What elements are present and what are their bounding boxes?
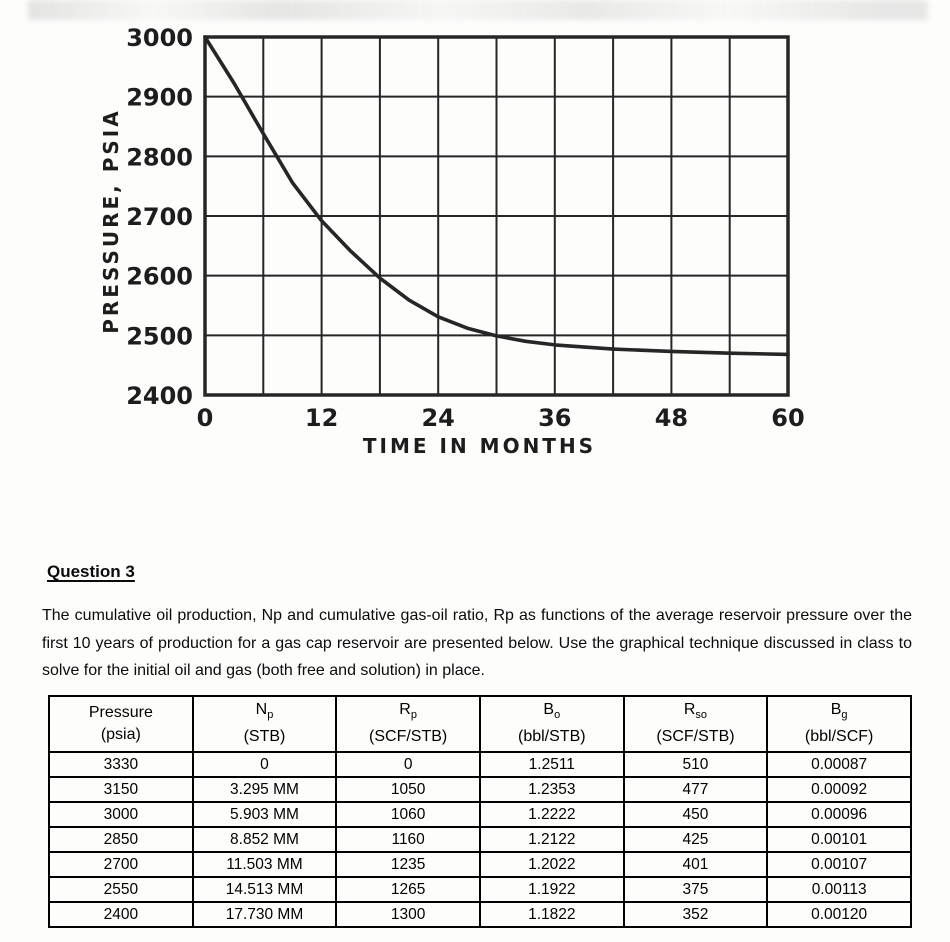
x-tick-label: 48 <box>655 404 688 432</box>
table-row: 2550 14.513 MM 1265 1.1922 375 0.00113 <box>48 876 912 904</box>
y-tick-label: 3000 <box>126 24 193 52</box>
table-cell: 450 <box>622 801 769 829</box>
table-cell: 14.513 MM <box>191 876 338 904</box>
table-cell: 1.2353 <box>478 776 625 804</box>
pressure-chart-svg: 2400 2500 2600 2700 2800 2900 3000 0 12 24 36 48 60 T… <box>99 24 805 458</box>
x-tick-label: 24 <box>421 404 454 432</box>
table-row: 3000 5.903 MM 1060 1.2222 450 0.00096 <box>48 801 912 829</box>
scan-artifact <box>28 0 928 20</box>
table-cell: 5.903 MM <box>191 801 338 829</box>
y-tick-label: 2500 <box>126 322 193 350</box>
table-row: 3330 0 0 1.2511 510 0.00087 <box>48 751 912 779</box>
table-cell: 1.2022 <box>478 851 625 879</box>
column-header-pressure: Pressure (psia) <box>48 694 194 754</box>
table-cell: 11.503 MM <box>191 851 338 879</box>
table-cell: 3.295 MM <box>191 776 338 804</box>
table-cell: 3330 <box>48 751 194 779</box>
y-tick-label: 2400 <box>126 382 193 410</box>
table-cell: 401 <box>622 851 769 879</box>
y-tick-label: 2900 <box>126 84 193 112</box>
column-header-np: Np (STB) <box>191 694 338 754</box>
y-axis-title: PRESSURE, PSIA <box>99 108 123 333</box>
x-tick-label: 12 <box>305 404 338 432</box>
table-cell: 1300 <box>335 901 481 929</box>
x-axis-title: TIME IN MONTHS <box>363 434 596 458</box>
y-axis-tick-labels: 2400 2500 2600 2700 2800 2900 3000 <box>126 24 193 410</box>
table-cell: 375 <box>622 876 769 904</box>
chart-grid <box>204 36 789 396</box>
table-cell: 1.2222 <box>478 801 625 829</box>
table-cell: 3150 <box>48 776 194 804</box>
table-cell: 477 <box>622 776 769 804</box>
column-header-bg: Bg (bbl/SCF) <box>766 694 912 754</box>
table-cell: 0.00107 <box>766 851 912 879</box>
table-cell: 2850 <box>48 826 194 854</box>
table-cell: 1060 <box>335 801 481 829</box>
table-cell: 0.00096 <box>766 801 912 829</box>
x-tick-label: 60 <box>771 404 804 432</box>
table-cell: 2700 <box>48 851 194 879</box>
table-cell: 8.852 MM <box>191 826 338 854</box>
table-cell: 1050 <box>335 776 481 804</box>
table-cell: 1.2511 <box>478 751 625 779</box>
table-body: 3330 0 0 1.2511 510 0.00087 3150 3.295 MM 1050 1.… <box>48 751 912 929</box>
table-cell: 1160 <box>335 826 481 854</box>
table-cell: 352 <box>622 901 769 929</box>
table-cell: 0 <box>191 751 338 779</box>
table-cell: 1.1922 <box>478 876 625 904</box>
reservoir-data-table: Pressure (psia) Np (STB) Rp (SCF/STB) Bo (bbl/S… <box>48 694 912 929</box>
table-header-row: Pressure (psia) Np (STB) Rp (SCF/STB) Bo (bbl/S… <box>48 694 912 754</box>
table-cell: 1.2122 <box>478 826 625 854</box>
table-row: 3150 3.295 MM 1050 1.2353 477 0.00092 <box>48 776 912 804</box>
table-cell: 0.00087 <box>766 751 912 779</box>
table-row: 2400 17.730 MM 1300 1.1822 352 0.00120 <box>48 901 912 929</box>
column-header-rp: Rp (SCF/STB) <box>335 694 481 754</box>
table-cell: 3000 <box>48 801 194 829</box>
x-tick-label: 0 <box>197 404 214 432</box>
pressure-decline-curve <box>203 35 790 357</box>
pressure-decline-chart: 2400 2500 2600 2700 2800 2900 3000 0 12 24 36 48 60 T… <box>99 24 805 458</box>
table-header: Pressure (psia) Np (STB) Rp (SCF/STB) Bo (bbl/S… <box>48 694 912 754</box>
table-cell: 425 <box>622 826 769 854</box>
table-cell: 0 <box>335 751 481 779</box>
table-cell: 1265 <box>335 876 481 904</box>
y-tick-label: 2800 <box>126 143 193 171</box>
table-cell: 0.00092 <box>766 776 912 804</box>
column-header-rso: Rso (SCF/STB) <box>622 694 769 754</box>
table-cell: 17.730 MM <box>191 901 338 929</box>
table-cell: 2550 <box>48 876 194 904</box>
table-cell: 0.00120 <box>766 901 912 929</box>
question-heading: Question 3 <box>47 562 135 581</box>
column-header-bo: Bo (bbl/STB) <box>478 694 625 754</box>
x-axis-tick-labels: 0 12 24 36 48 60 <box>197 404 805 432</box>
table-cell: 1.1822 <box>478 901 625 929</box>
table-row: 2850 8.852 MM 1160 1.2122 425 0.00101 <box>48 826 912 854</box>
plot-border <box>203 35 790 397</box>
question-paragraph: The cumulative oil production, Np and cu… <box>42 607 912 679</box>
y-tick-label: 2600 <box>126 263 193 291</box>
table-row: 2700 11.503 MM 1235 1.2022 401 0.00107 <box>48 851 912 879</box>
y-tick-label: 2700 <box>126 203 193 231</box>
table-cell: 510 <box>622 751 769 779</box>
x-tick-label: 36 <box>538 404 571 432</box>
table-cell: 0.00101 <box>766 826 912 854</box>
table-cell: 2400 <box>48 901 194 929</box>
table-cell: 0.00113 <box>766 876 912 904</box>
table-cell: 1235 <box>335 851 481 879</box>
